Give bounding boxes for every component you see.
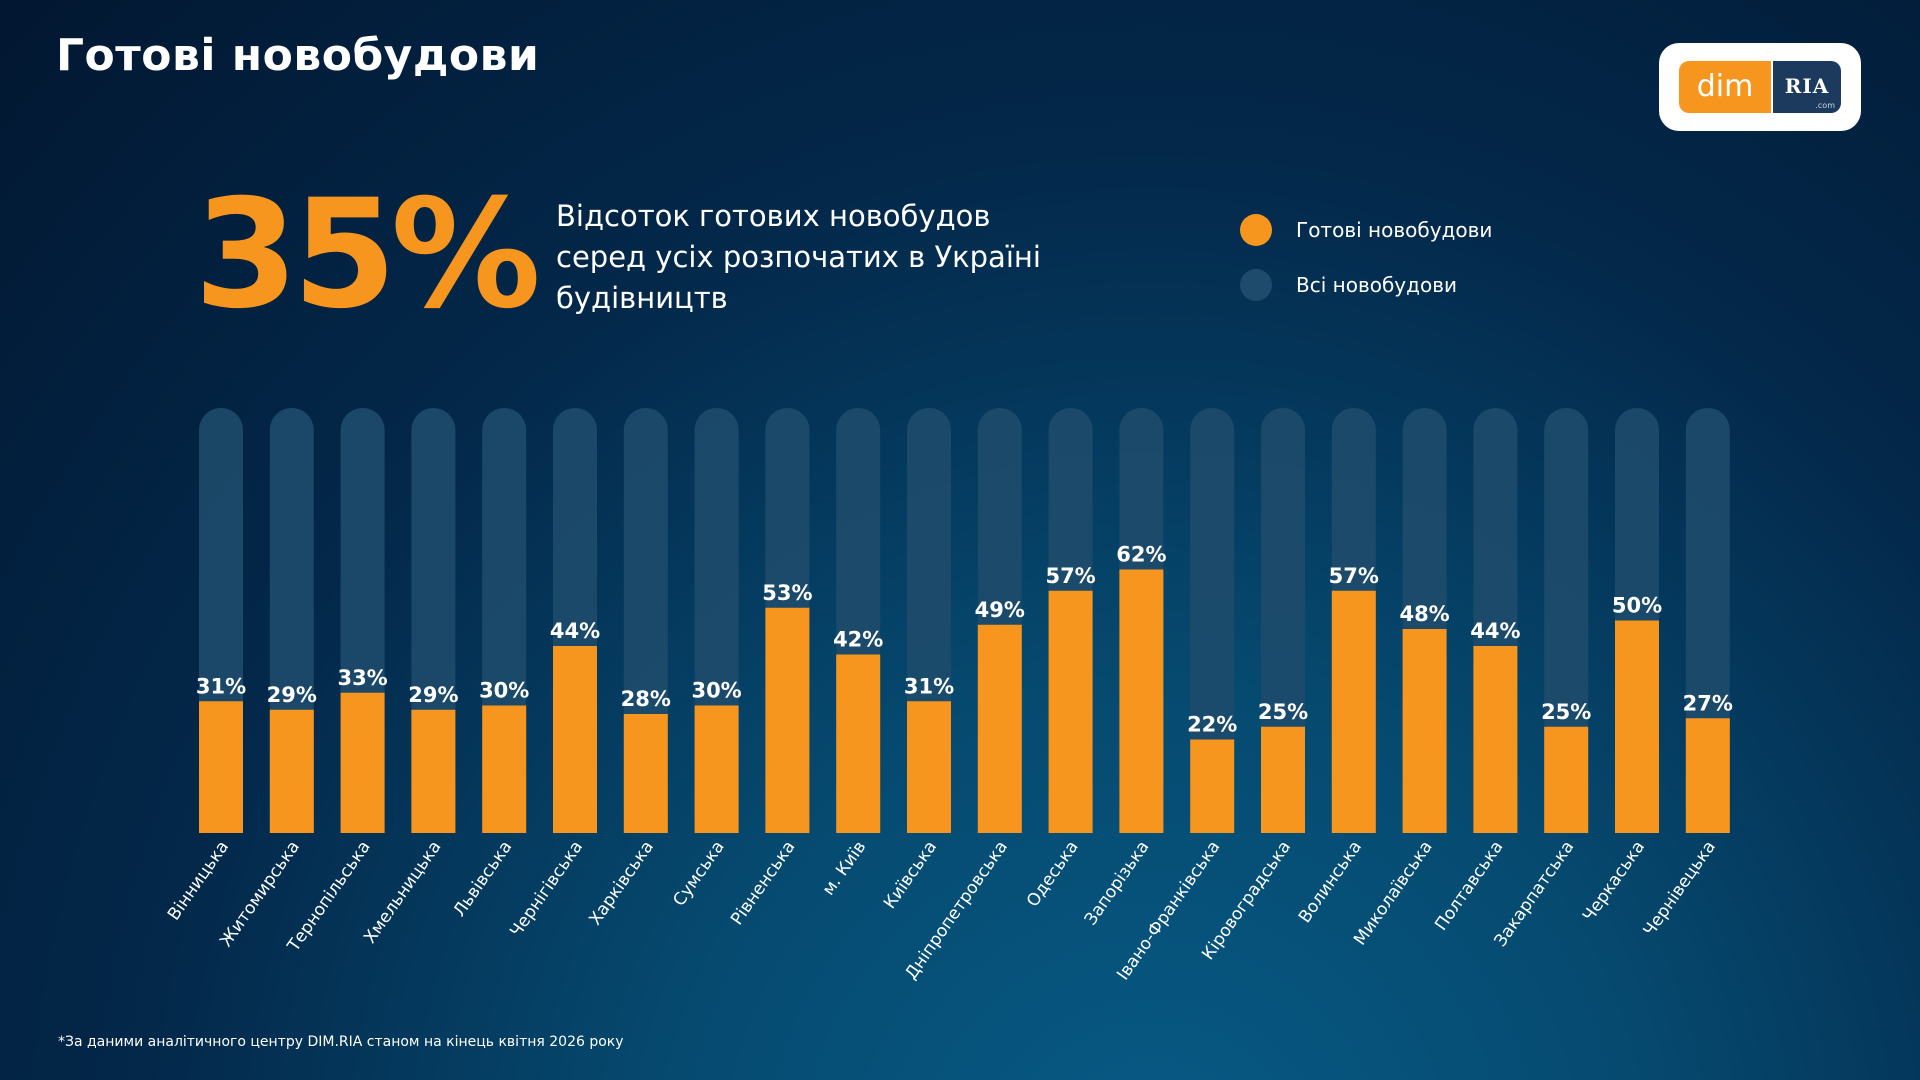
bar-ready-4 xyxy=(482,705,527,833)
category-label-16: Волинська xyxy=(1295,837,1366,926)
legend-dot-all xyxy=(1240,269,1272,301)
value-label-19: 25% xyxy=(1541,700,1591,724)
value-label-0: 31% xyxy=(196,674,246,698)
category-label-6: Харківська xyxy=(585,837,658,929)
legend-item-all: Всі новобудови xyxy=(1240,269,1457,301)
value-label-3: 29% xyxy=(408,683,458,707)
bar-ready-16 xyxy=(1331,590,1376,833)
category-label-5: Чернігівська xyxy=(506,837,587,941)
bar-ready-13 xyxy=(1119,569,1164,833)
category-label-17: Миколаївська xyxy=(1350,837,1437,949)
bar-ready-9 xyxy=(836,654,881,833)
value-label-8: 53% xyxy=(762,581,812,605)
value-label-11: 49% xyxy=(975,598,1025,622)
logo-dim-part: dim xyxy=(1679,61,1771,113)
legend-label-all: Всі новобудови xyxy=(1296,273,1457,297)
footnote: *За даними аналітичного центру DIM.RIA с… xyxy=(58,1034,624,1050)
page-title: Готові новобудови xyxy=(56,30,540,81)
value-label-7: 30% xyxy=(691,679,741,703)
category-label-12: Одеська xyxy=(1023,837,1083,910)
summary-line-1: Відсоток готових новобудов xyxy=(556,199,991,233)
bar-all-14 xyxy=(1190,408,1235,833)
category-label-8: Рівненська xyxy=(727,837,799,929)
value-label-21: 27% xyxy=(1683,691,1733,715)
value-label-20: 50% xyxy=(1612,594,1662,618)
value-label-15: 25% xyxy=(1258,700,1308,724)
bar-ready-10 xyxy=(907,701,951,833)
value-label-2: 33% xyxy=(337,666,387,690)
value-label-4: 30% xyxy=(479,679,529,703)
dim-ria-logo[interactable]: dim RIA .com xyxy=(1659,43,1861,131)
summary-value: 35% xyxy=(194,168,541,342)
bar-ready-12 xyxy=(1048,590,1093,833)
legend-label-ready: Готові новобудови xyxy=(1296,218,1493,242)
bar-ready-11 xyxy=(977,624,1022,833)
summary-line-3: будівництв xyxy=(556,281,728,315)
bar-ready-0 xyxy=(199,701,243,833)
category-label-4: Львівська xyxy=(450,837,517,920)
value-label-1: 29% xyxy=(267,683,317,707)
logo-ria-part: RIA .com xyxy=(1773,61,1841,113)
legend-item-ready: Готові новобудови xyxy=(1240,214,1492,246)
category-label-7: Сумська xyxy=(669,837,728,910)
bar-ready-19 xyxy=(1544,726,1589,833)
bar-ready-2 xyxy=(340,692,385,833)
category-label-20: Черкаська xyxy=(1579,837,1649,925)
bar-ready-6 xyxy=(623,714,668,833)
value-label-5: 44% xyxy=(550,619,600,643)
value-label-10: 31% xyxy=(904,674,954,698)
bar-ready-1 xyxy=(269,709,314,833)
bar-ready-15 xyxy=(1261,726,1305,833)
category-label-9: м. Київ xyxy=(819,837,871,899)
logo-ria-text: RIA xyxy=(1784,74,1830,98)
value-label-9: 42% xyxy=(833,628,883,652)
logo-com-text: .com xyxy=(1815,101,1835,110)
bar-ready-17 xyxy=(1402,629,1447,833)
bar-ready-3 xyxy=(411,709,456,833)
summary-line-2: серед усіх розпочатих в Україні xyxy=(556,240,1041,274)
value-label-6: 28% xyxy=(621,687,671,711)
value-label-12: 57% xyxy=(1045,564,1095,588)
category-label-0: Вінницька xyxy=(164,837,233,924)
value-label-17: 48% xyxy=(1399,602,1449,626)
bar-ready-21 xyxy=(1685,718,1730,833)
category-label-10: Київська xyxy=(880,837,941,912)
value-label-18: 44% xyxy=(1470,619,1520,643)
legend-dot-ready xyxy=(1240,214,1272,246)
category-label-21: Чернівецька xyxy=(1640,837,1720,940)
bar-ready-14 xyxy=(1190,739,1235,833)
value-label-14: 22% xyxy=(1187,713,1237,737)
summary-description: Відсоток готових новобудов серед усіх ро… xyxy=(556,196,1076,319)
bar-ready-7 xyxy=(694,705,739,833)
category-label-3: Хмельницька xyxy=(360,837,445,947)
category-label-13: Запорізька xyxy=(1081,837,1154,929)
category-label-19: Закарпатська xyxy=(1491,837,1579,950)
bar-chart: 31%Вінницька29%Житомирська33%Тернопільсь… xyxy=(164,408,1733,950)
bar-ready-8 xyxy=(765,607,810,833)
value-label-13: 62% xyxy=(1116,543,1166,567)
value-label-16: 57% xyxy=(1329,564,1379,588)
category-label-18: Полтавська xyxy=(1431,837,1507,934)
bar-ready-18 xyxy=(1473,646,1518,833)
bar-ready-5 xyxy=(553,646,597,833)
bar-ready-20 xyxy=(1615,620,1659,833)
